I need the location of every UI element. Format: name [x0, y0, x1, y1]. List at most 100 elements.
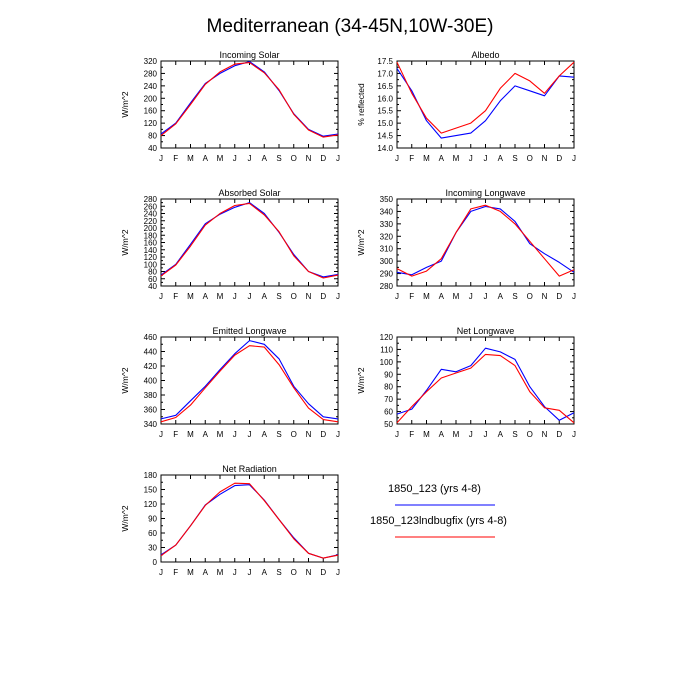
y-tick-label: 220 — [144, 217, 158, 226]
panel-title: Incoming Longwave — [445, 188, 525, 198]
x-tick-label: J — [395, 154, 399, 163]
y-tick-label: 260 — [144, 202, 158, 211]
x-tick-label: M — [187, 154, 194, 163]
x-tick-label: J — [159, 430, 163, 439]
x-tick-label: J — [469, 154, 473, 163]
chart-panel-2: Albedo % reflected 14.0 14.5 15.0 15.5 16.0 16.… — [356, 50, 576, 163]
figure-title: Mediterranean (34-45N,10W-30E) — [207, 16, 494, 37]
y-tick-label: 30 — [148, 544, 157, 553]
y-tick-label: 180 — [144, 471, 158, 480]
x-tick-label: N — [306, 430, 312, 439]
x-tick-label: O — [291, 292, 297, 301]
x-tick-label: M — [453, 292, 460, 301]
x-tick-label: F — [173, 292, 178, 301]
y-tick-label: 15.5 — [377, 107, 393, 116]
x-tick-label: M — [187, 568, 194, 577]
x-tick-label: A — [203, 568, 209, 577]
panel-title: Emitted Longwave — [212, 326, 286, 336]
y-tick-label: 100 — [380, 358, 394, 367]
x-tick-label: J — [159, 568, 163, 577]
y-tick-label: 320 — [380, 232, 394, 241]
y-tick-label: 350 — [380, 195, 394, 204]
y-tick-label: 16.0 — [377, 94, 393, 103]
x-tick-label: D — [320, 568, 326, 577]
y-axis-label: % reflected — [356, 83, 366, 126]
y-axis-label: W/m^2 — [120, 367, 130, 393]
x-tick-label: A — [203, 430, 209, 439]
x-tick-label: D — [320, 154, 326, 163]
y-tick-label: 40 — [148, 144, 157, 153]
legend-entry-2: 1850_123lndbugfix (yrs 4-8) — [370, 515, 507, 538]
x-tick-label: M — [217, 154, 224, 163]
x-tick-label: J — [159, 292, 163, 301]
x-tick-label: J — [484, 292, 488, 301]
x-tick-label: J — [572, 430, 576, 439]
y-tick-label: 50 — [384, 420, 393, 429]
y-tick-label: 90 — [148, 515, 157, 524]
y-tick-label: 70 — [384, 395, 393, 404]
y-tick-label: 60 — [384, 408, 393, 417]
x-tick-label: F — [409, 154, 414, 163]
x-tick-label: F — [409, 430, 414, 439]
panel-title: Incoming Solar — [219, 50, 279, 60]
x-tick-label: A — [439, 154, 445, 163]
x-tick-label: M — [423, 154, 430, 163]
y-tick-label: 440 — [144, 348, 158, 357]
x-tick-label: M — [423, 430, 430, 439]
x-tick-label: J — [248, 568, 252, 577]
x-tick-label: A — [498, 292, 504, 301]
y-axis-label: W/m^2 — [120, 91, 130, 117]
y-tick-label: 180 — [144, 231, 158, 240]
y-axis-label: W/m^2 — [120, 505, 130, 531]
x-tick-label: D — [320, 292, 326, 301]
x-tick-label: J — [572, 154, 576, 163]
y-tick-label: 420 — [144, 362, 158, 371]
y-tick-label: 80 — [384, 383, 393, 392]
y-tick-label: 160 — [144, 239, 158, 248]
y-tick-label: 240 — [144, 82, 158, 91]
y-axis-label: W/m^2 — [356, 229, 366, 255]
x-tick-label: J — [484, 430, 488, 439]
y-tick-label: 14.0 — [377, 144, 393, 153]
series-line-1 — [160, 61, 339, 137]
y-tick-label: 280 — [144, 69, 158, 78]
y-tick-label: 120 — [144, 119, 158, 128]
y-tick-label: 17.0 — [377, 69, 393, 78]
plot-frame — [396, 60, 575, 149]
y-tick-label: 380 — [144, 391, 158, 400]
x-tick-label: J — [248, 292, 252, 301]
y-tick-label: 14.5 — [377, 132, 393, 141]
legend-entry-1: 1850_123 (yrs 4-8) — [388, 483, 495, 506]
chart-panels: Incoming Solar W/m^2 40 80 120 160 200 240 280 32… — [120, 50, 576, 577]
y-tick-label: 460 — [144, 333, 158, 342]
y-tick-label: 0 — [153, 558, 158, 567]
x-tick-label: J — [233, 292, 237, 301]
x-tick-label: M — [217, 292, 224, 301]
y-tick-label: 360 — [144, 406, 158, 415]
series-line-1 — [396, 68, 575, 139]
x-tick-label: A — [498, 154, 504, 163]
y-tick-label: 150 — [144, 486, 158, 495]
y-tick-label: 280 — [380, 282, 394, 291]
plot-frame — [396, 336, 575, 425]
series-line-2 — [396, 204, 575, 277]
x-tick-label: D — [556, 430, 562, 439]
y-tick-label: 290 — [380, 270, 394, 279]
series-line-1 — [160, 340, 339, 420]
y-axis-label: W/m^2 — [120, 229, 130, 255]
x-tick-label: M — [217, 430, 224, 439]
x-tick-label: S — [512, 430, 517, 439]
x-tick-label: O — [291, 154, 297, 163]
x-tick-label: O — [527, 430, 533, 439]
legend-label-2: 1850_123lndbugfix (yrs 4-8) — [370, 515, 507, 527]
x-tick-label: D — [320, 430, 326, 439]
x-tick-label: M — [453, 154, 460, 163]
y-tick-label: 240 — [144, 210, 158, 219]
x-tick-label: J — [248, 154, 252, 163]
y-tick-label: 120 — [144, 253, 158, 262]
y-tick-label: 90 — [384, 370, 393, 379]
x-tick-label: J — [159, 154, 163, 163]
